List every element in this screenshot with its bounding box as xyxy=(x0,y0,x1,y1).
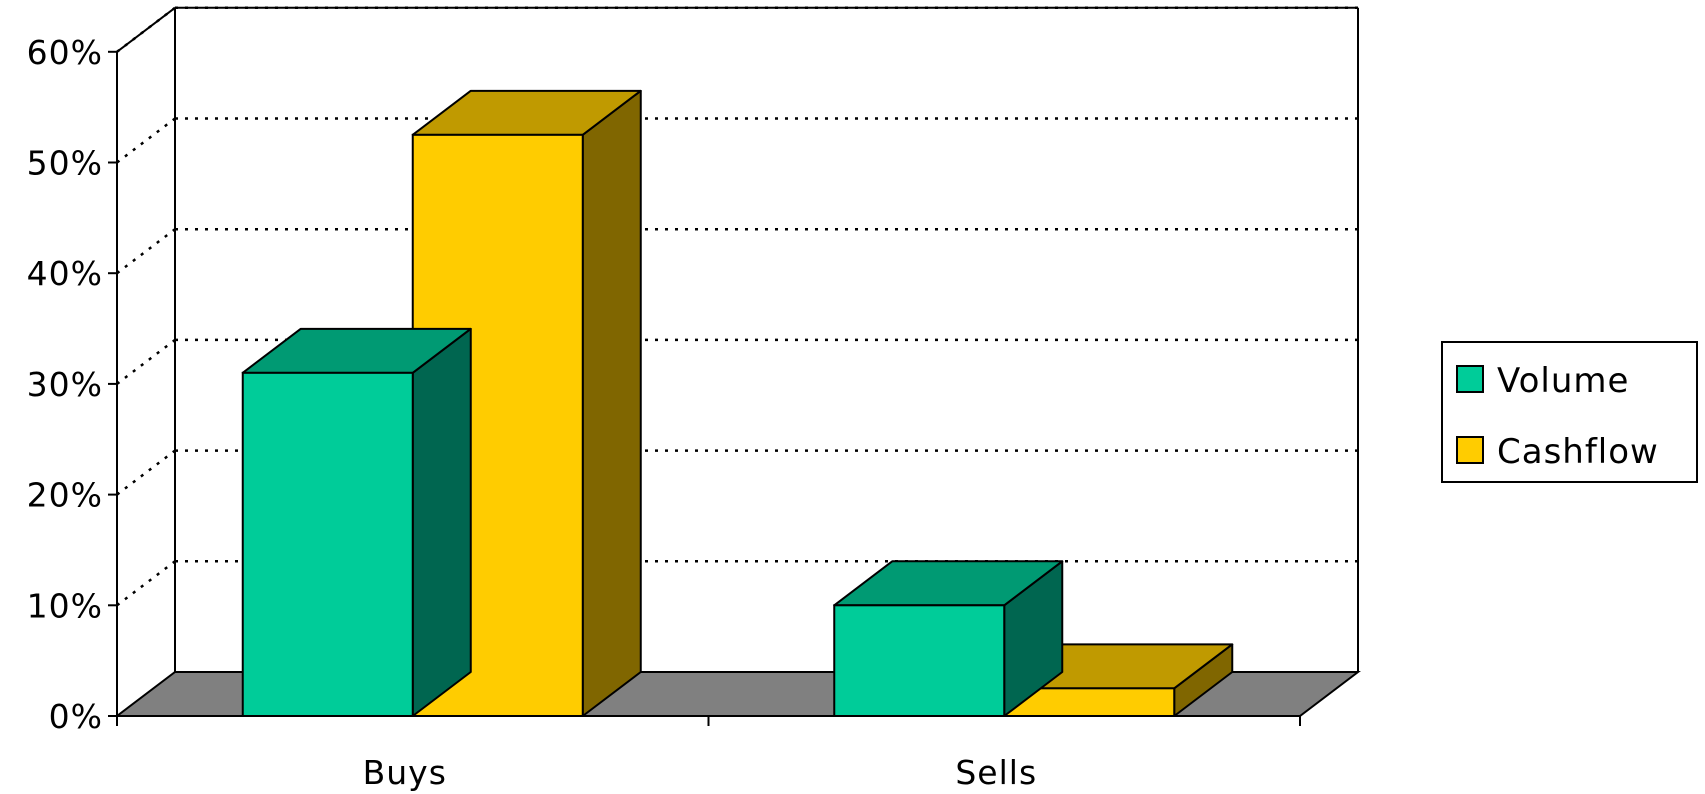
bar-side xyxy=(411,327,472,717)
y-tick-label: 50% xyxy=(27,144,103,183)
gridline-side xyxy=(116,449,176,496)
y-tick-label: 30% xyxy=(27,365,103,404)
bar xyxy=(241,371,414,717)
gridline-side xyxy=(116,228,176,275)
legend-box xyxy=(1441,341,1698,483)
bars xyxy=(241,89,1234,718)
x-category-label: Sells xyxy=(955,753,1037,792)
gridline-side xyxy=(116,338,176,385)
y-tick-label: 40% xyxy=(27,254,103,293)
gridline-side xyxy=(116,6,176,53)
legend-label: Cashflow xyxy=(1497,432,1659,472)
legend-swatch xyxy=(1456,365,1484,393)
gridlines xyxy=(116,6,1358,607)
x-category-label: Buys xyxy=(363,753,447,792)
gridline-side xyxy=(116,560,176,607)
y-tick-label: 10% xyxy=(27,586,103,625)
y-tick-label: 60% xyxy=(27,33,103,72)
axis-labels: 0% 10% 20% 30% 40% 50% 60% Buys Sells xyxy=(27,33,1037,792)
legend-label: Volume xyxy=(1497,361,1629,401)
legend: Volume Cashflow xyxy=(1441,341,1698,483)
gridline-side xyxy=(116,117,176,164)
legend-swatch xyxy=(1456,436,1484,464)
y-tick-label: 20% xyxy=(27,476,103,515)
bar xyxy=(833,604,1006,717)
y-tick-label: 0% xyxy=(49,697,103,736)
bar-side xyxy=(581,89,642,717)
